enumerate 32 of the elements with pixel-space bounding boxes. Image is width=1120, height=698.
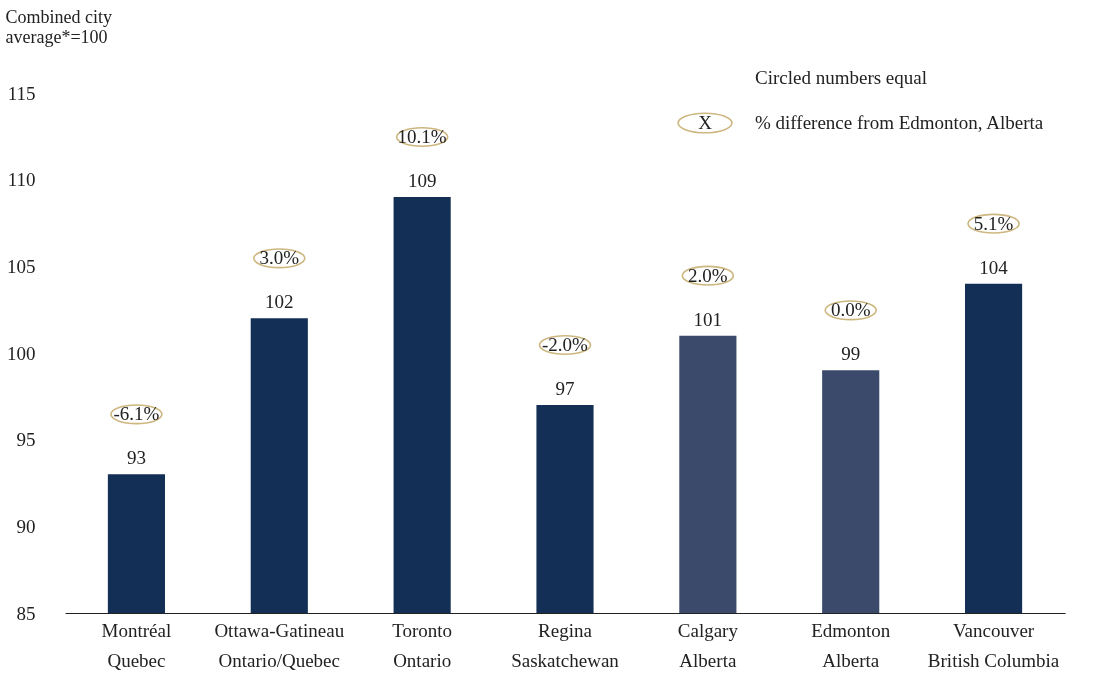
- y-tick-label: 100: [7, 342, 36, 364]
- x-tick-label: Vancouver British Columbia: [927, 619, 1060, 671]
- x-tick-label: Ottawa-Gatineau Ontario/Quebec: [214, 619, 345, 671]
- annotation: % difference from Edmonton, Alberta: [755, 112, 1044, 133]
- y-tick-label: 115: [7, 82, 36, 104]
- x-tick-label: Edmonton Alberta: [811, 619, 891, 671]
- annotation: 10.1%: [397, 126, 447, 147]
- annotation: -6.1%: [113, 403, 160, 425]
- data-label: 102: [265, 291, 294, 313]
- annotation: 0.0%: [830, 299, 871, 321]
- x-tick-label: Montréal Quebec: [101, 619, 172, 671]
- data-label: 97: [555, 378, 575, 399]
- annotation: 5.1%: [973, 212, 1014, 234]
- y-tick-label: 110: [7, 169, 36, 191]
- annotation: 2.0%: [688, 264, 728, 286]
- x-tick-label: Toronto Ontario: [392, 619, 453, 671]
- data-label: 104: [979, 256, 1009, 278]
- data-label: 99: [841, 343, 861, 365]
- text: Circled numbers equal: [755, 67, 928, 88]
- data-label: 93: [126, 447, 146, 469]
- annotation: X: [698, 112, 713, 133]
- data-label: 109: [407, 170, 437, 191]
- y-tick-label: 85: [16, 602, 36, 624]
- y-tick-label: 105: [7, 255, 36, 277]
- annotation: 3.0%: [259, 247, 300, 269]
- data-label: 101: [693, 308, 723, 330]
- annotation: -2.0%: [542, 334, 589, 355]
- x-tick-label: Regina Saskatchewan: [511, 619, 620, 671]
- y-axis-title: Combined city average*=100: [5, 6, 112, 47]
- x-tick-label: Calgary Alberta: [677, 619, 739, 671]
- y-tick-label: 90: [16, 515, 36, 537]
- y-tick-label: 95: [16, 429, 36, 451]
